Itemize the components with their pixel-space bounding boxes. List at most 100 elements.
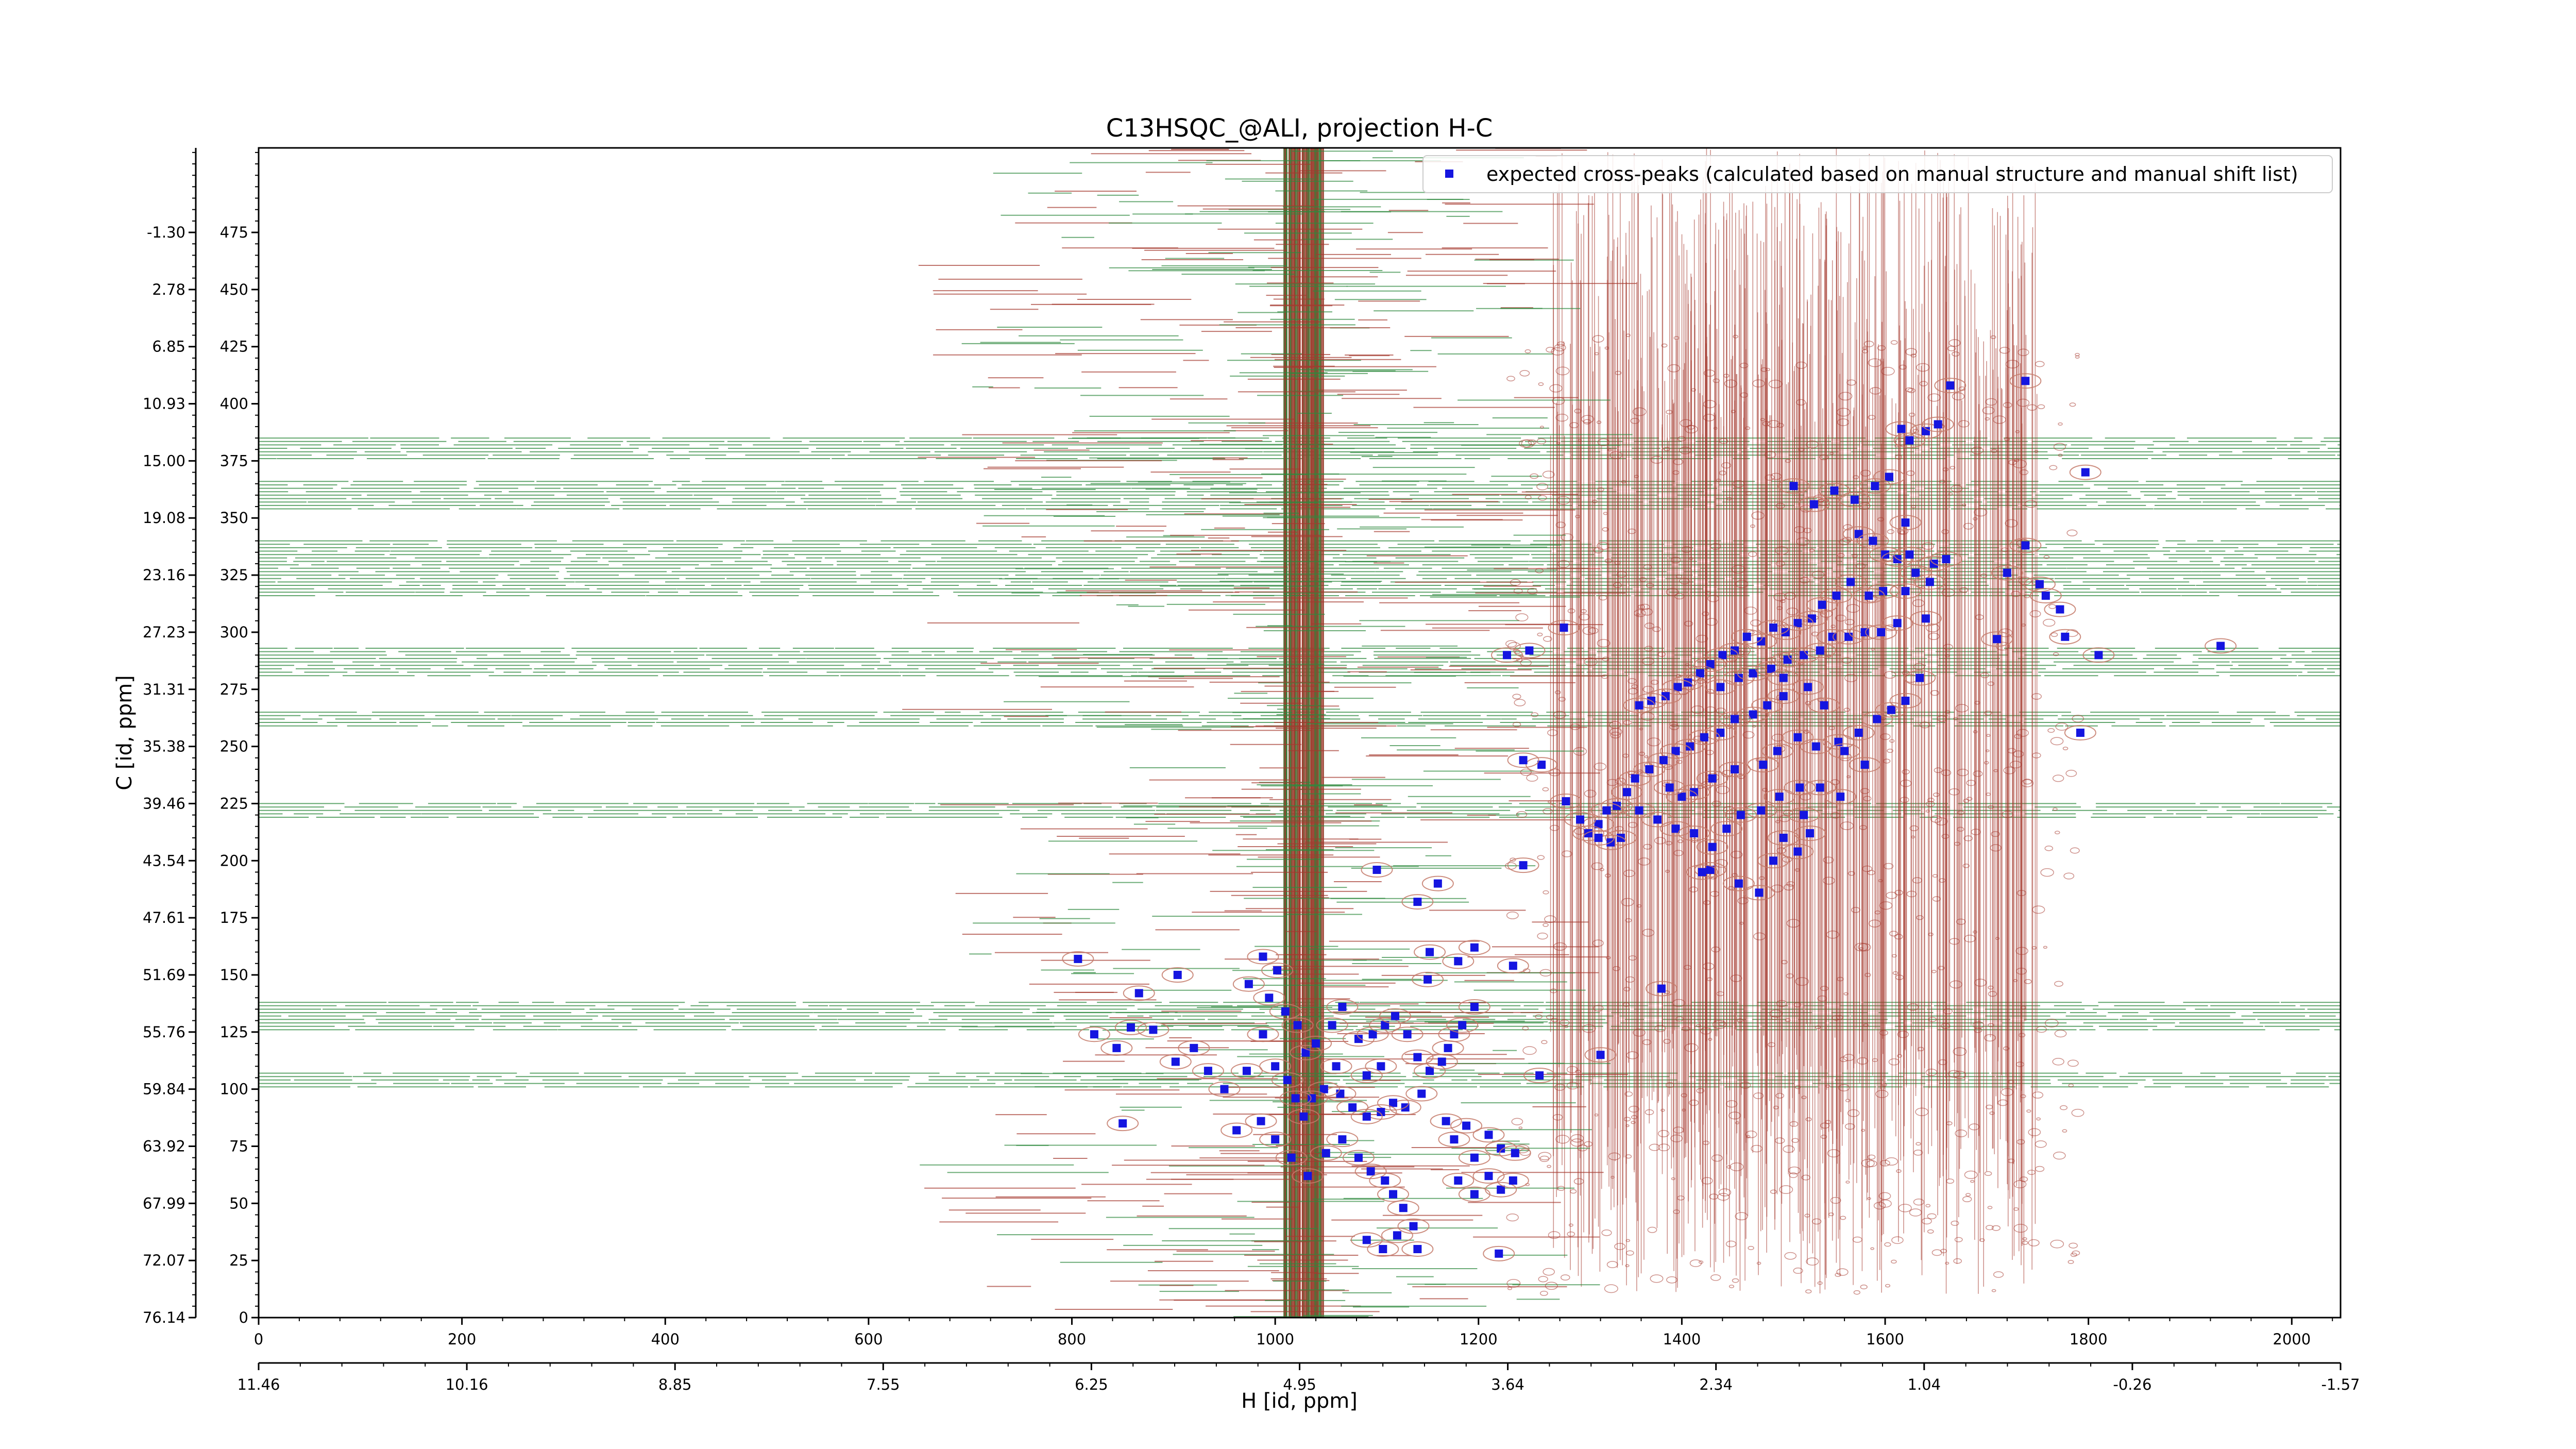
cross-peak-136: [1698, 868, 1706, 877]
cross-peak-139: [1423, 975, 1432, 984]
x-ppm-tick-label-9: -0.26: [2113, 1376, 2151, 1393]
cross-peak-halo-173: [1414, 1063, 1446, 1079]
cross-peak-halo-141: [1458, 939, 1490, 955]
cross-peak-halo-223: [1320, 1058, 1352, 1074]
cross-peak-223: [1332, 1062, 1341, 1071]
cross-peak-212: [1509, 1176, 1517, 1185]
y-ppm-axis: 76.14 72.07 67.99 63.92 59.84 55.76 51.69 47.61…: [143, 148, 197, 1326]
cross-peak-11: [1850, 495, 1859, 504]
cross-peak-219: [1462, 1121, 1471, 1130]
x-index-tick-label-2: 400: [651, 1330, 680, 1348]
cross-peak-halo-35: [1719, 643, 1751, 659]
cross-peak-halo-91: [1861, 711, 1893, 727]
cross-peak-165: [1328, 1021, 1336, 1030]
cross-peak-halo-185: [1308, 1081, 1340, 1097]
cross-peak-halo-73: [1623, 802, 1655, 818]
cross-peak-171: [1403, 1030, 1412, 1039]
cross-peak-94: [1916, 673, 1924, 682]
cross-peak-halo-123: [1794, 825, 1826, 841]
legend-label: expected cross-peaks (calculated based o…: [1486, 163, 2298, 186]
cross-peak-halo-1: [2009, 373, 2042, 389]
cross-peak-halo-55: [1881, 615, 1913, 631]
x-index-tick-label-3: 600: [854, 1330, 883, 1348]
cross-peak-halo-140: [1442, 953, 1475, 969]
cross-peak-74: [1653, 815, 1662, 824]
y-ppm-tick-label-16: 10.93: [143, 395, 185, 413]
cross-peak-halo-22: [1913, 574, 1946, 590]
y-index-tick-label-19: 475: [220, 224, 248, 241]
cross-peak-halo-180: [1377, 1095, 1410, 1111]
cross-peak-halo-20: [1918, 555, 1950, 571]
cross-peak-30: [1793, 619, 1802, 628]
y-ppm-tick-label-7: 47.61: [143, 909, 185, 926]
legend: expected cross-peaks (calculated based o…: [1422, 155, 2333, 193]
y-index-tick-label-16: 400: [220, 395, 248, 413]
y-index-tick-label-3: 75: [229, 1137, 248, 1155]
cross-peak-25: [1865, 591, 1873, 600]
cross-peak-halo-196: [1310, 1145, 1342, 1161]
y-index-tick-label-13: 325: [220, 566, 248, 584]
x-axis-label: H [id, ppm]: [1241, 1389, 1358, 1413]
cross-peak-176: [1458, 1021, 1467, 1030]
cross-peak-116: [1706, 866, 1715, 874]
y-ppm-tick-label-0: 76.14: [143, 1309, 185, 1326]
cross-peak-23: [1901, 587, 1910, 596]
cross-peak-32: [1769, 624, 1777, 632]
cross-peak-145: [1173, 970, 1182, 979]
cross-peak-107: [1594, 833, 1603, 842]
y-ppm-tick-label-6: 51.69: [143, 966, 185, 984]
cross-peak-halo-168: [1357, 1026, 1389, 1042]
cross-peak-61: [1716, 729, 1725, 737]
cross-peak-halo-193: [1259, 1132, 1292, 1148]
cross-peak-halo-130: [2049, 629, 2081, 645]
cross-peak-124: [2076, 729, 2084, 737]
cross-peak-halo-184: [1324, 1086, 1357, 1102]
cross-peak-34: [1742, 632, 1751, 641]
cross-peak-halo-19: [1900, 565, 1932, 581]
cross-peak-halo-133: [1889, 515, 1922, 531]
y-index-tick-label-9: 225: [220, 795, 248, 812]
cross-peak-93: [1901, 696, 1910, 705]
cross-peak-halo-105: [1605, 830, 1637, 846]
cross-peak-64: [1671, 747, 1680, 755]
y-ppm-tick-label-10: 35.38: [143, 738, 185, 755]
cross-peak-halo-166: [1326, 999, 1359, 1015]
cross-peak-halo-122: [1788, 807, 1820, 823]
cross-peak-halo-199: [1354, 1164, 1387, 1180]
cross-peak-halo-84: [1824, 789, 1857, 805]
cross-peak-halo-136: [1686, 864, 1718, 880]
cross-peak-215: [1497, 1144, 1505, 1153]
cross-peak-84: [1836, 793, 1845, 801]
cross-peak-203: [1409, 1222, 1418, 1231]
x-index-tick-label-6: 1200: [1460, 1330, 1498, 1348]
cross-peak-halo-48: [1771, 652, 1804, 668]
cross-peak-120: [1779, 833, 1788, 842]
cross-peak-halo-98: [1792, 679, 1824, 695]
cross-peak-halo-206: [1367, 1241, 1399, 1257]
cross-peak-halo-194: [1275, 1150, 1308, 1166]
cross-peak-halo-146: [1123, 985, 1155, 1001]
cross-peak-177: [1470, 1003, 1479, 1012]
cross-peak-halo-177: [1458, 999, 1490, 1015]
cross-peak-66: [1645, 765, 1654, 773]
cross-peak-halo-89: [1822, 734, 1855, 750]
cross-peak-halo-102: [1678, 784, 1710, 800]
cross-peak-48: [1783, 655, 1792, 664]
y-index-axis: 0 25 50 75 100 125 150 175 200 225 250 275 300 325 350…: [220, 151, 259, 1326]
cross-peak-halo-17: [1881, 551, 1913, 567]
cross-peak-halo-83: [1804, 780, 1836, 796]
cross-peak-205: [1393, 1231, 1401, 1240]
cross-peak-182: [1362, 1112, 1371, 1121]
cross-peak-halo-32: [1757, 620, 1789, 636]
cross-peak-halo-85: [1747, 757, 1780, 773]
spectrum-contours: [259, 148, 2341, 1318]
cross-peak-halo-208: [1442, 1172, 1475, 1188]
cross-peak-103: [1677, 793, 1686, 801]
cross-peak-186: [1308, 1094, 1316, 1103]
cross-peak-halo-152: [1178, 1040, 1210, 1056]
cross-peak-163: [1301, 1048, 1310, 1057]
y-index-tick-label-17: 425: [220, 338, 248, 356]
cross-peak-halo-131: [2082, 647, 2115, 663]
cross-peak-90: [1854, 729, 1863, 737]
x-ppm-axis: 11.46 10.16 8.85 7.55 6.25 4.95 3.64 2.34 1.04 -0…: [237, 1362, 2360, 1393]
